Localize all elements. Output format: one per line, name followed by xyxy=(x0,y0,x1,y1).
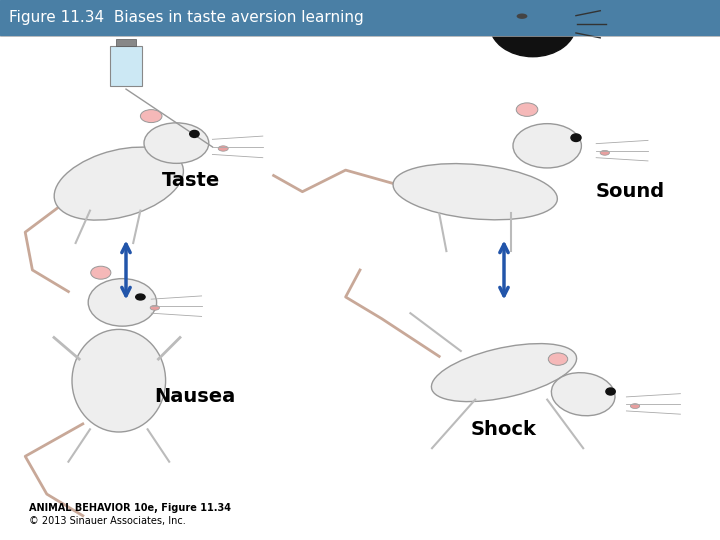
Ellipse shape xyxy=(517,14,528,19)
Ellipse shape xyxy=(513,124,582,168)
Ellipse shape xyxy=(552,373,615,416)
Ellipse shape xyxy=(150,306,160,310)
Ellipse shape xyxy=(548,353,567,365)
Text: Taste: Taste xyxy=(162,171,220,191)
Ellipse shape xyxy=(600,150,609,156)
Text: © 2013 Sinauer Associates, Inc.: © 2013 Sinauer Associates, Inc. xyxy=(29,516,186,526)
Text: Figure 11.34  Biases in taste aversion learning: Figure 11.34 Biases in taste aversion le… xyxy=(9,10,364,25)
Ellipse shape xyxy=(606,388,615,395)
Ellipse shape xyxy=(190,131,199,138)
Bar xyxy=(0,0,720,35)
Bar xyxy=(110,46,142,86)
Text: Sound: Sound xyxy=(595,182,665,201)
Ellipse shape xyxy=(91,266,111,279)
Ellipse shape xyxy=(144,123,209,163)
Text: ANIMAL BEHAVIOR 10e, Figure 11.34: ANIMAL BEHAVIOR 10e, Figure 11.34 xyxy=(29,503,231,512)
Text: Shock: Shock xyxy=(471,420,537,439)
Ellipse shape xyxy=(54,147,184,220)
Text: Nausea: Nausea xyxy=(154,387,235,407)
Ellipse shape xyxy=(571,134,581,141)
Ellipse shape xyxy=(72,329,166,432)
Ellipse shape xyxy=(135,294,145,300)
Ellipse shape xyxy=(431,343,577,402)
Ellipse shape xyxy=(631,403,639,408)
Ellipse shape xyxy=(140,110,162,123)
Ellipse shape xyxy=(393,164,557,220)
Ellipse shape xyxy=(218,146,228,151)
Bar xyxy=(116,39,136,46)
Ellipse shape xyxy=(89,279,157,326)
Circle shape xyxy=(490,0,576,57)
Ellipse shape xyxy=(516,103,538,117)
